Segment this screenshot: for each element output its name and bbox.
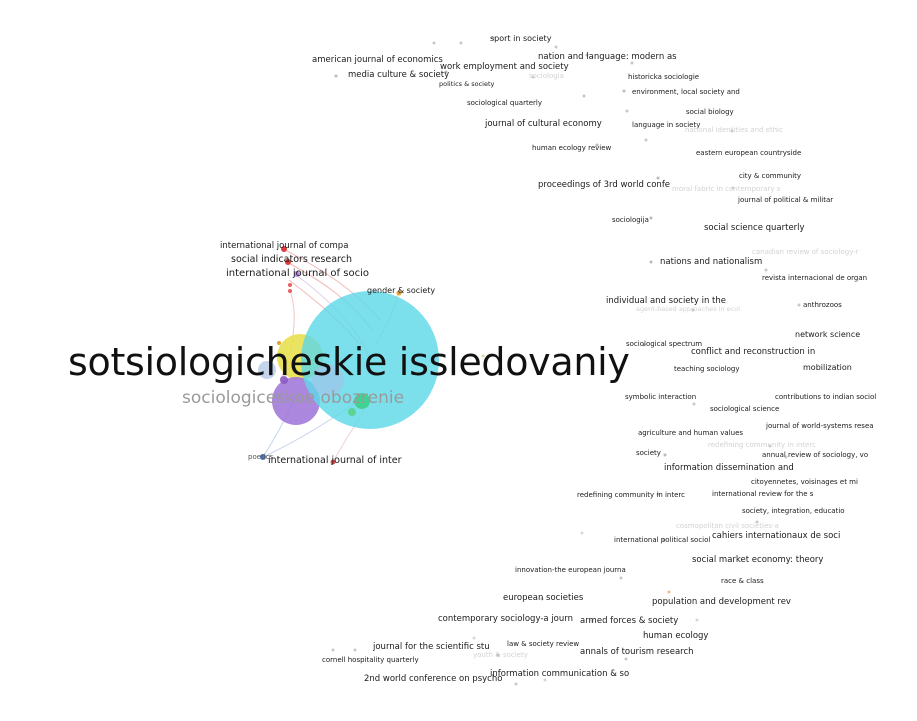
node-label[interactable]: agent-based approaches in ecol	[636, 305, 741, 313]
node-blue-poetics[interactable]	[260, 454, 266, 460]
node-label[interactable]: national identities and ethic	[685, 126, 783, 134]
node-label[interactable]: journal of world-systems resea	[766, 422, 874, 430]
node-label[interactable]: society	[636, 449, 661, 457]
node-label[interactable]: language in society	[632, 121, 701, 129]
node-label[interactable]: nation and language: modern as	[538, 52, 677, 62]
node-label[interactable]: international political sociol	[614, 536, 711, 544]
node-label[interactable]: sociologia	[529, 72, 564, 80]
node-red-1[interactable]	[281, 246, 287, 252]
node-label[interactable]: nations and nationalism	[660, 257, 763, 267]
node-label[interactable]: annual review of sociology, vo	[762, 451, 869, 459]
node-label[interactable]: citoyennetes, voisinages et mi	[751, 478, 858, 486]
cluster-bubble-green[interactable]	[354, 393, 370, 409]
cluster-bubble-blue-left[interactable]	[258, 361, 276, 379]
node-label[interactable]: revista internacional de organ	[762, 274, 868, 282]
node-label[interactable]: teaching sociology	[674, 365, 740, 373]
node-label[interactable]: environment, local society and	[632, 88, 740, 96]
cluster-layer	[258, 246, 439, 465]
node-red-inter[interactable]	[330, 459, 336, 465]
node-label[interactable]: gender & society	[367, 286, 436, 295]
node-label[interactable]: eastern european countryside	[696, 149, 802, 157]
node-label[interactable]: sport in society	[490, 34, 552, 43]
node-label[interactable]: information communication & so	[490, 669, 630, 679]
node-label[interactable]: historicka sociologie	[628, 73, 700, 81]
node-label[interactable]: human ecology	[643, 631, 709, 641]
node-label[interactable]: youth & society	[473, 651, 528, 659]
node-label[interactable]: anthrozoos	[803, 301, 842, 309]
node-label[interactable]: cosmopolitan civil societies-a	[676, 522, 779, 530]
node-label[interactable]: human ecology review	[532, 144, 612, 152]
node-label[interactable]: journal for the scientific stu	[373, 642, 490, 652]
node-label[interactable]: social market economy: theory	[692, 555, 824, 565]
node-orange-left[interactable]	[277, 341, 281, 345]
node-label[interactable]: american journal of economics	[312, 55, 443, 65]
node-label[interactable]: innovation-the european journa	[515, 566, 626, 574]
node-orange-gender[interactable]	[396, 290, 402, 296]
node-label[interactable]: media culture & society	[348, 70, 450, 80]
node-label[interactable]: individual and society in the	[606, 296, 727, 306]
node-label[interactable]: poetics	[248, 453, 274, 461]
node-label[interactable]: cahiers internationaux de soci	[712, 531, 841, 541]
node-label[interactable]: international journal of compa	[220, 241, 349, 251]
node-label[interactable]: cornell hospitality quarterly	[322, 656, 419, 664]
node-label[interactable]: international review for the s	[712, 490, 814, 498]
main-cluster-label[interactable]: sotsiologicheskie issledovaniy	[68, 340, 630, 384]
node-label[interactable]: moral fabric in contemporary s	[672, 185, 781, 193]
node-label[interactable]: symbolic interaction	[625, 393, 697, 401]
node-label[interactable]: 2nd world conference on psycho	[364, 674, 503, 684]
node-label[interactable]: contributions to indian sociol	[775, 393, 877, 401]
node-label[interactable]: mobilization	[803, 363, 852, 372]
node-label[interactable]: proceedings of 3rd world confe	[538, 180, 671, 190]
node-label[interactable]: politics & society	[439, 80, 495, 88]
node-label[interactable]: law & society review	[507, 640, 580, 648]
node-label[interactable]: social biology	[686, 108, 734, 116]
node-label[interactable]: contemporary sociology-a journ	[438, 614, 573, 624]
node-purple-3[interactable]	[294, 271, 300, 277]
node-label[interactable]: annals of tourism research	[580, 647, 694, 657]
node-label[interactable]: international journal of socio	[226, 268, 369, 279]
node-label[interactable]: redefining community in interc	[708, 441, 816, 449]
node-label[interactable]: agriculture and human values	[638, 429, 744, 437]
node-label[interactable]: race & class	[721, 577, 764, 585]
node-label[interactable]: sociologija	[612, 216, 649, 224]
node-label[interactable]: sociological quarterly	[467, 99, 542, 107]
node-red-4[interactable]	[288, 283, 292, 287]
node-label[interactable]: city & community	[739, 172, 802, 180]
cluster-bubble-green-small[interactable]	[348, 408, 356, 416]
node-label[interactable]: sociological science	[710, 405, 780, 413]
cluster-bubble-purple-small[interactable]	[280, 376, 288, 384]
node-label[interactable]: canadian review of sociology-r	[752, 248, 859, 256]
node-label[interactable]: population and development rev	[652, 597, 791, 607]
node-red-2[interactable]	[285, 259, 291, 265]
node-label[interactable]: social indicators research	[231, 254, 352, 265]
node-label[interactable]: armed forces & society	[580, 616, 679, 626]
cluster-bubble-cyan-main[interactable]	[301, 291, 439, 429]
peripheral-dot-layer	[331, 36, 801, 686]
node-label[interactable]: work employment and society	[440, 62, 569, 72]
node-label[interactable]: international journal of inter	[268, 455, 402, 466]
node-red-5[interactable]	[288, 289, 292, 293]
node-label[interactable]: sociological spectrum	[626, 340, 703, 348]
node-label[interactable]: redefining community in interc	[577, 491, 685, 499]
cluster-bubble-blue-inner[interactable]	[312, 364, 344, 396]
node-label[interactable]: information dissemination and	[664, 463, 794, 473]
node-label[interactable]: society, integration, educatio	[742, 507, 845, 515]
node-label[interactable]: european societies	[503, 593, 584, 603]
node-label[interactable]: journal of political & militar	[738, 196, 834, 204]
node-label[interactable]: network science	[795, 330, 861, 339]
second-cluster-label[interactable]: sociologiceskoe obozrenie	[182, 388, 405, 408]
node-label[interactable]: journal of cultural economy	[485, 119, 602, 129]
node-label[interactable]: social science quarterly	[704, 223, 805, 233]
node-label[interactable]: conflict and reconstruction in	[691, 347, 816, 357]
